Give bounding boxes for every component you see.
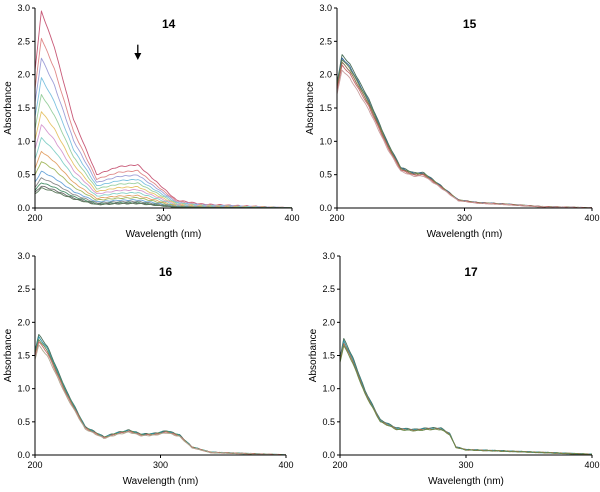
y-tick-label: 0.5: [322, 417, 335, 427]
y-tick-label: 0.0: [322, 450, 335, 460]
y-tick-label: 0.5: [17, 170, 30, 180]
y-tick-label: 2.0: [17, 70, 30, 80]
y-tick-label: 0.0: [17, 450, 30, 460]
y-tick-label: 2.5: [319, 36, 332, 46]
x-axis-label: Wavelength (nm): [126, 229, 202, 240]
series-line-15: [34, 187, 293, 209]
series-line-4: [336, 61, 593, 209]
y-tick-label: 2.0: [319, 70, 332, 80]
series-group: [34, 10, 293, 209]
x-tick-label: 400: [584, 460, 599, 470]
y-tick-label: 1.5: [17, 103, 30, 113]
series-group: [339, 337, 593, 456]
series-line-6: [336, 69, 592, 209]
y-tick-label: 1.0: [319, 136, 332, 146]
x-tick-label: 400: [284, 213, 299, 223]
x-tick-label: 200: [332, 460, 347, 470]
y-axis-label: Absorbance: [308, 328, 319, 382]
series-line-2: [339, 340, 593, 455]
x-tick-label: 300: [457, 213, 472, 223]
x-tick-label: 400: [584, 213, 599, 223]
y-tick-label: 0.5: [319, 170, 332, 180]
y-tick-label: 2.0: [17, 317, 30, 327]
series-line-5: [336, 64, 593, 209]
y-tick-label: 1.0: [17, 384, 30, 394]
y-tick-label: 1.5: [322, 351, 335, 361]
y-tick-label: 3.0: [17, 3, 30, 13]
y-tick-label: 1.0: [322, 384, 335, 394]
chart-panel-15: 0.0 0.5 1.0 1.5 2.0 2.5 3.0 200 300 400 Wavelength…: [305, 3, 600, 240]
series-line-4: [339, 345, 593, 456]
y-tick-label: 0.5: [17, 417, 30, 427]
panel-title: 16: [159, 265, 173, 279]
y-tick-label: 1.5: [17, 351, 30, 361]
y-axis-label: Absorbance: [305, 81, 316, 135]
series-line-4: [34, 77, 293, 209]
x-axis-label: Wavelength (nm): [427, 229, 503, 240]
y-axis-label: Absorbance: [3, 81, 14, 135]
panel-title: 15: [463, 17, 477, 31]
series-line-1: [339, 337, 592, 455]
x-tick-label: 200: [27, 460, 42, 470]
series-line-3: [34, 339, 286, 456]
series-line-5: [34, 344, 287, 456]
x-tick-label: 200: [27, 213, 42, 223]
x-axis-label: Wavelength (nm): [428, 476, 504, 487]
x-axis-label: Wavelength (nm): [123, 476, 199, 487]
x-tick-label: 300: [458, 460, 473, 470]
series-line-1: [336, 54, 592, 209]
decrease-arrow-icon: [134, 53, 142, 60]
series-group: [336, 54, 593, 209]
x-tick-label: 400: [278, 460, 293, 470]
chart-panel-14: 0.0 0.5 1.0 1.5 2.0 2.5 3.0 200 300 400 Wavelength…: [3, 3, 300, 240]
x-tick-label: 300: [156, 213, 171, 223]
y-tick-label: 3.0: [322, 251, 335, 261]
y-tick-label: 3.0: [17, 251, 30, 261]
y-tick-label: 0.0: [319, 203, 332, 213]
x-tick-label: 200: [329, 213, 344, 223]
y-tick-label: 1.0: [17, 136, 30, 146]
chart-panel-17: 0.0 0.5 1.0 1.5 2.0 2.5 3.0 200 300 400 Wavelength…: [308, 251, 600, 487]
series-line-1: [34, 10, 292, 209]
y-tick-label: 2.0: [322, 317, 335, 327]
panel-title: 14: [162, 17, 176, 31]
y-tick-label: 0.0: [17, 203, 30, 213]
x-tick-label: 300: [153, 460, 168, 470]
series-line-3: [336, 59, 592, 209]
y-tick-label: 1.5: [319, 103, 332, 113]
series-line-2: [34, 336, 287, 456]
panel-title: 17: [464, 265, 478, 279]
series-group: [34, 333, 287, 456]
chart-panel-16: 0.0 0.5 1.0 1.5 2.0 2.5 3.0 200 300 400 Wavelength…: [3, 251, 294, 487]
series-line-8: [34, 137, 293, 209]
series-line-4: [34, 341, 287, 456]
series-line-1: [34, 333, 286, 456]
y-tick-label: 2.5: [17, 36, 30, 46]
y-tick-label: 2.5: [322, 284, 335, 294]
series-line-3: [34, 57, 292, 209]
series-line-2: [336, 57, 593, 209]
y-axis-label: Absorbance: [3, 328, 14, 382]
series-line-3: [339, 343, 592, 456]
y-tick-label: 2.5: [17, 284, 30, 294]
y-tick-label: 3.0: [319, 3, 332, 13]
